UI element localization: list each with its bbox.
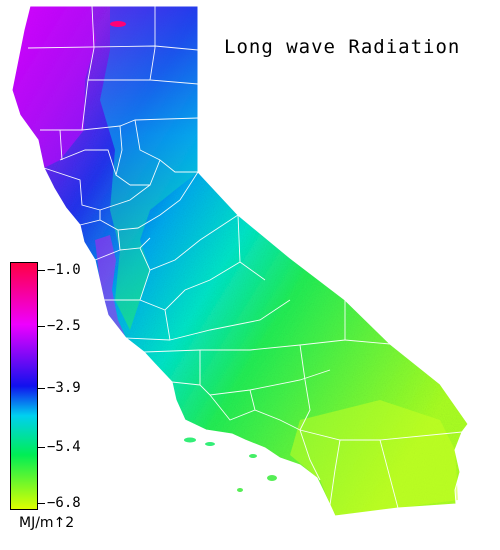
county-boundaries	[27, 5, 463, 509]
legend-tick-label: −1.0	[47, 262, 81, 278]
legend-units: MJ/m↑2	[19, 515, 75, 531]
legend-tick-label: −5.4	[47, 439, 81, 455]
legend-tick-label: −2.5	[47, 318, 81, 334]
color-scale-bar	[10, 262, 38, 510]
legend-tick	[38, 503, 45, 504]
region-north-blue	[100, 6, 198, 330]
map-title: Long wave Radiation	[224, 36, 461, 58]
legend-tick-label: −6.8	[47, 495, 81, 511]
legend-tick	[38, 326, 45, 327]
legend-tick	[38, 447, 45, 448]
channel-island	[237, 488, 243, 492]
region-south-yellow	[290, 400, 458, 516]
region-north-coast-violet	[12, 6, 96, 168]
state-outline	[11, 5, 469, 517]
legend-tick	[38, 388, 45, 389]
region-bay-violet	[95, 235, 126, 338]
hotspot-red	[110, 21, 126, 27]
channel-island	[184, 437, 196, 443]
legend-tick-label: −3.9	[47, 380, 81, 396]
legend-tick	[38, 270, 45, 271]
channel-island	[205, 442, 215, 446]
channel-island	[249, 454, 257, 458]
channel-island	[267, 475, 277, 481]
